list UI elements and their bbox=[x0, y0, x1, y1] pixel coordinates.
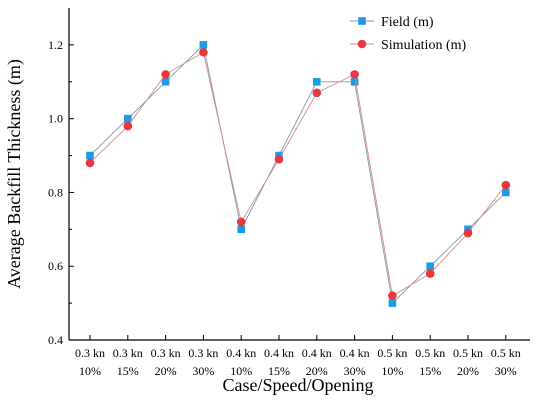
x-tick-label-speed: 0.3 kn bbox=[113, 346, 143, 360]
x-tick-label-opening: 30% bbox=[192, 364, 214, 378]
field-point bbox=[237, 225, 245, 234]
simulation-point bbox=[199, 47, 208, 57]
x-tick-label-opening: 20% bbox=[306, 364, 328, 378]
y-tick-label: 1.0 bbox=[48, 112, 63, 126]
x-tick-label-opening: 10% bbox=[79, 364, 101, 378]
legend-square-marker bbox=[358, 17, 366, 25]
legend-circle-marker bbox=[357, 39, 367, 49]
simulation-point bbox=[274, 154, 284, 164]
field-point bbox=[313, 77, 321, 86]
x-tick-label-speed: 0.4 kn bbox=[264, 346, 294, 360]
y-tick-label: 0.4 bbox=[48, 333, 63, 347]
field-point bbox=[388, 299, 397, 307]
simulation-point bbox=[161, 70, 170, 79]
field-point bbox=[350, 77, 359, 86]
simulation-point bbox=[350, 70, 359, 79]
legend-label: Simulation (m) bbox=[381, 38, 467, 53]
legend-item: Field (m) bbox=[350, 15, 434, 30]
series-line bbox=[89, 51, 507, 297]
x-tick-label-speed: 0.4 kn bbox=[340, 346, 370, 360]
x-tick-label-speed: 0.4 kn bbox=[226, 346, 256, 360]
x-tick-label-speed: 0.5 kn bbox=[415, 346, 445, 360]
x-axis-title: Case/Speed/Opening bbox=[223, 375, 374, 395]
x-tick-label-speed: 0.3 kn bbox=[188, 346, 218, 360]
x-tick-label-opening: 15% bbox=[419, 364, 441, 378]
x-tick-label-opening: 20% bbox=[155, 364, 177, 378]
x-tick-label-opening: 30% bbox=[344, 364, 366, 378]
field-point bbox=[199, 41, 208, 49]
simulation-point bbox=[123, 121, 133, 131]
legend-label: Field (m) bbox=[381, 15, 434, 30]
series-simulation bbox=[85, 47, 511, 301]
simulation-point bbox=[236, 217, 246, 227]
x-tick-label-speed: 0.3 kn bbox=[75, 346, 105, 360]
series-line bbox=[89, 43, 507, 305]
x-tick-label-opening: 20% bbox=[457, 364, 479, 378]
x-tick-label-speed: 0.5 kn bbox=[377, 346, 407, 360]
x-tick-label-speed: 0.5 kn bbox=[453, 346, 483, 360]
simulation-point bbox=[425, 269, 435, 278]
x-tick-label-opening: 15% bbox=[268, 364, 290, 378]
y-axis-title: Average Backfill Thickness (m) bbox=[4, 59, 25, 289]
field-point bbox=[86, 151, 94, 160]
x-tick-label-speed: 0.3 kn bbox=[151, 346, 181, 360]
y-tick-label: 1.2 bbox=[48, 38, 63, 52]
field-point bbox=[124, 114, 132, 123]
simulation-point bbox=[388, 291, 397, 301]
x-tick-label-opening: 15% bbox=[117, 364, 139, 378]
series-field bbox=[86, 41, 510, 307]
field-point bbox=[502, 188, 510, 197]
simulation-point bbox=[85, 158, 95, 168]
legend-item: Simulation (m) bbox=[350, 38, 467, 53]
x-tick-label-opening: 10% bbox=[381, 364, 403, 378]
y-tick-label: 0.8 bbox=[48, 185, 63, 199]
simulation-point bbox=[501, 180, 511, 190]
simulation-point bbox=[463, 228, 473, 238]
x-tick-label-speed: 0.4 kn bbox=[302, 346, 332, 360]
field-point bbox=[161, 77, 170, 86]
field-point bbox=[426, 262, 434, 271]
x-tick-label-speed: 0.5 kn bbox=[491, 346, 521, 360]
y-tick-label: 0.6 bbox=[48, 259, 63, 273]
x-tick-label-opening: 10% bbox=[230, 364, 252, 378]
simulation-point bbox=[312, 88, 322, 98]
x-tick-label-opening: 30% bbox=[495, 364, 517, 378]
